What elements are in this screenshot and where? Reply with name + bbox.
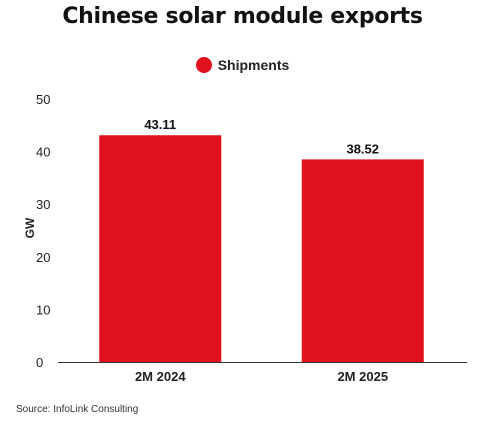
source-note: Source: InfoLink Consulting	[16, 404, 139, 415]
legend-label: Shipments	[217, 57, 290, 73]
y-tick-label: 0	[36, 355, 43, 370]
data-label: 43.11	[144, 117, 176, 132]
data-label: 38.52	[346, 141, 379, 156]
x-tick-label: 2M 2024	[135, 369, 186, 384]
y-tick-label: 40	[36, 145, 50, 160]
y-tick-label: 50	[36, 92, 50, 107]
chart-title: Chinese solar module exports	[62, 4, 423, 29]
y-tick-label: 10	[36, 302, 50, 317]
bar	[99, 135, 222, 362]
legend: Shipments	[0, 57, 485, 73]
bar	[301, 159, 424, 362]
y-tick-label: 30	[36, 197, 50, 212]
x-tick-label: 2M 2025	[337, 369, 388, 384]
y-tick-label: 20	[36, 250, 50, 265]
legend-swatch	[195, 57, 212, 73]
